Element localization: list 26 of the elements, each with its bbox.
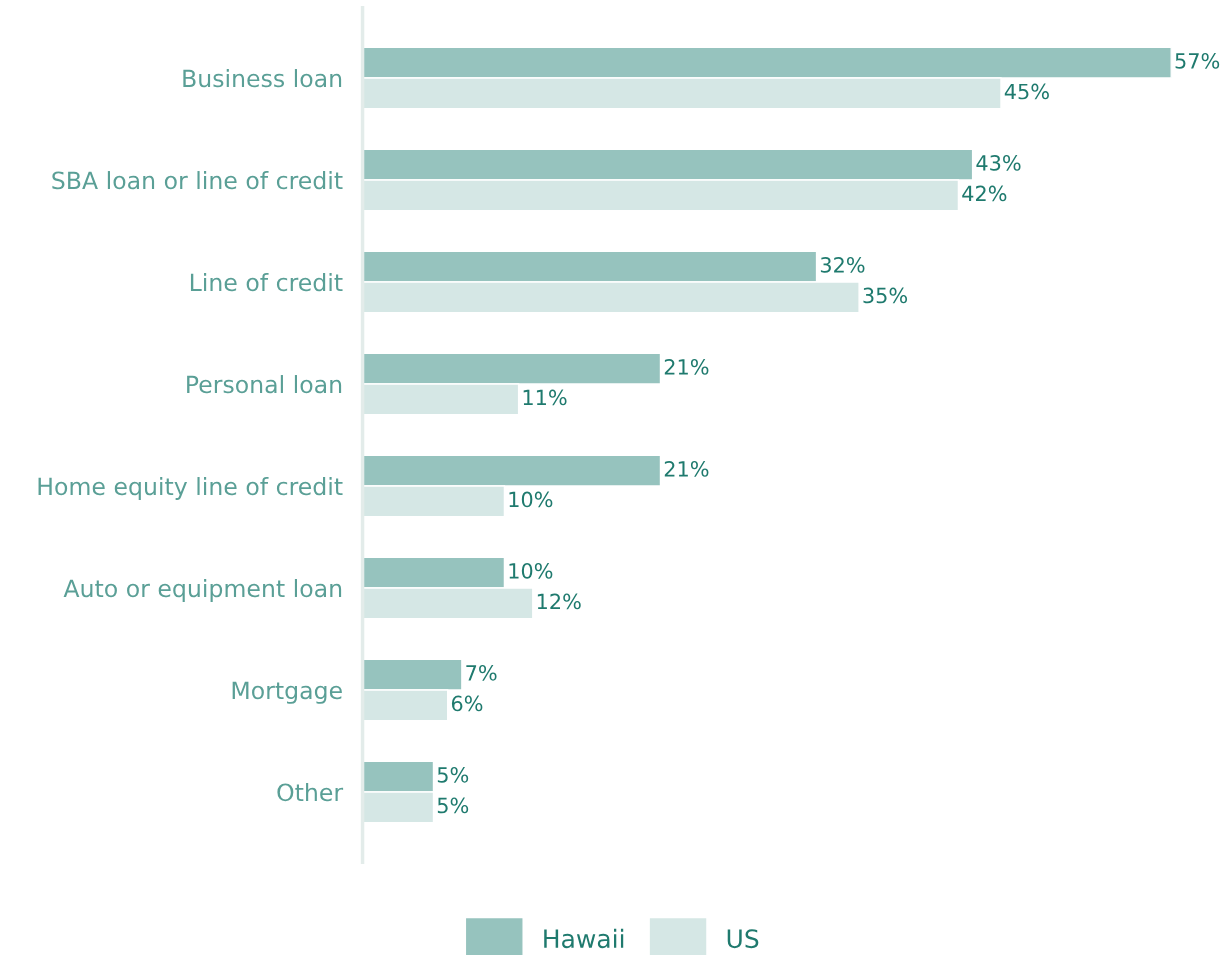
y-tick-label: Home equity line of credit [38,477,343,500]
data-label: 10% [509,562,553,579]
data-label: 11% [523,389,567,406]
data-label: 42% [962,185,1007,202]
data-label: 45% [1004,83,1049,100]
y-tick-label: SBA loan or line of credit [52,171,343,190]
data-label: 10% [509,491,553,508]
data-label: 21% [664,358,709,375]
y-tick-label: Line of credit [190,273,343,292]
data-label: 7% [466,664,497,681]
data-label: 35% [863,287,908,304]
data-label: 43% [976,155,1021,171]
data-label: 21% [664,460,709,477]
y-tick-label: Mortgage [232,681,342,704]
data-label: 6% [451,695,483,712]
y-tick-label: Personal loan [187,375,342,394]
y-tick-label: Auto or equipment loan [63,579,342,602]
y-tick-label: Other [277,783,344,802]
data-label: 57% [1175,53,1220,69]
legend-label: US [727,929,759,949]
legend-label: Hawaii [544,928,624,949]
y-tick-label: Business loan [183,69,342,88]
data-label: 32% [820,257,865,273]
data-label: 5% [437,797,469,814]
data-label: 5% [437,766,469,783]
data-label: 12% [537,593,581,610]
